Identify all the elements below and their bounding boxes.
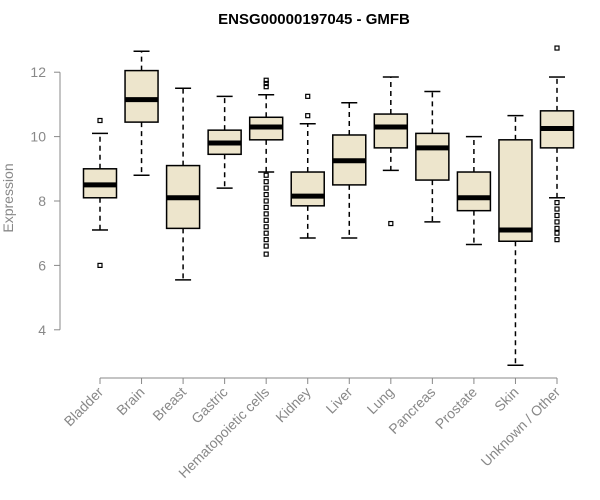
outlier-point [305, 113, 311, 119]
outlier-point [388, 220, 394, 227]
box-pancreas [415, 90, 450, 223]
outlier-point [263, 198, 269, 204]
outlier-point [263, 77, 269, 83]
x-tick-label: Breast [149, 384, 189, 424]
outlier-point [263, 224, 269, 230]
box-hematopoietic-cells [248, 77, 284, 257]
outlier-point [554, 225, 560, 231]
outlier-point [554, 230, 560, 236]
box-iqr [498, 139, 533, 243]
outlier-point [305, 93, 311, 99]
y-tick-label: 12 [30, 64, 46, 80]
outlier-point [263, 185, 269, 191]
outlier-point [97, 117, 103, 124]
box-gastric [207, 95, 242, 189]
box-iqr [290, 171, 325, 207]
box-breast [165, 87, 201, 281]
x-tick-label: Prostate [432, 384, 480, 432]
y-tick-label: 8 [38, 193, 46, 209]
x-tick-label: Bladder [61, 384, 107, 430]
box-lung [373, 76, 409, 227]
box-unknown-other [539, 45, 575, 243]
outlier-point [263, 211, 269, 217]
x-tick-label: Brain [113, 384, 147, 418]
outlier-point [554, 206, 560, 212]
outlier-point [263, 204, 269, 211]
outlier-point [263, 191, 269, 198]
outlier-point [554, 237, 560, 243]
outlier-point [554, 45, 560, 51]
outlier-point [263, 237, 269, 243]
x-tick-label: Liver [323, 384, 356, 417]
outlier-point [554, 219, 560, 225]
outlier-point [263, 230, 269, 236]
outlier-point [263, 84, 269, 90]
outlier-point [263, 172, 269, 178]
outlier-point [554, 212, 560, 219]
outlier-point [97, 262, 103, 268]
box-liver [332, 102, 367, 239]
box-iqr [415, 132, 450, 181]
box-skin [498, 114, 533, 366]
y-tick-label: 4 [38, 322, 46, 338]
box-iqr [456, 171, 492, 212]
y-tick-label: 6 [38, 257, 46, 273]
outlier-point [263, 80, 269, 87]
outlier-point [554, 200, 560, 206]
x-tick-label: Skin [491, 384, 522, 415]
x-tick-label: Unknown / Other [478, 384, 564, 470]
chart-title: ENSG00000197045 - GMFB [218, 11, 410, 28]
x-tick-label: Lung [364, 384, 397, 417]
boxes-group [82, 45, 575, 366]
box-prostate [456, 135, 492, 246]
box-kidney [290, 93, 325, 239]
box-bladder [82, 117, 118, 268]
y-axis-label: Expression [0, 163, 16, 232]
outlier-point [263, 217, 269, 223]
outlier-point [263, 243, 269, 249]
outlier-point [263, 251, 269, 257]
box-iqr [124, 69, 159, 123]
box-iqr [373, 113, 409, 149]
outlier-point [263, 179, 269, 185]
box-brain [124, 50, 159, 176]
y-axis: 4 6 8 10 12 [30, 64, 61, 338]
y-tick-label: 10 [30, 129, 46, 145]
x-tick-label: Kidney [272, 384, 314, 426]
